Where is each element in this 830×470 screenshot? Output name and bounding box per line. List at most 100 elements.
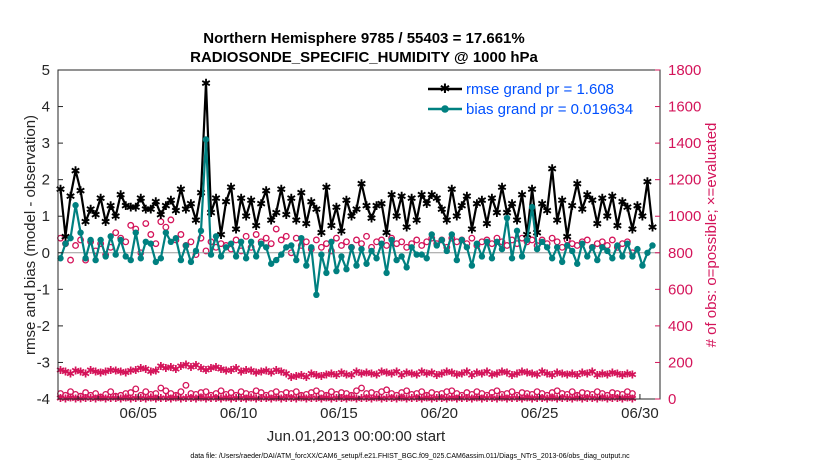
evaluated-point: ✱ (191, 359, 200, 372)
possible-point (317, 243, 325, 251)
bias-point (443, 247, 450, 255)
bias-point (338, 253, 345, 260)
evaluated-point: ✱ (352, 366, 361, 379)
evaluated-point: ✱ (507, 369, 516, 382)
possible-point (72, 242, 80, 249)
evaluated-point: ✱ (186, 361, 195, 374)
evaluated-point: ✱ (106, 364, 115, 377)
y-tick-label-right: 400 (668, 318, 693, 335)
evaluated-point: ✱ (272, 364, 281, 377)
possible-point (528, 390, 536, 398)
rmse-point: ✱ (392, 210, 402, 224)
rmse-point: ✱ (221, 195, 231, 209)
rmse-point: ✱ (617, 195, 627, 209)
rmse-point: ✱ (171, 204, 181, 218)
bias-point (483, 238, 491, 246)
bias-point (278, 251, 285, 258)
rmse-point: ✱ (377, 197, 387, 211)
evaluated-point: ✱ (146, 366, 155, 379)
bias-point (423, 255, 430, 262)
rmse-point: ✱ (597, 191, 607, 205)
evaluated-point: ✱ (262, 365, 271, 378)
y-tick-label-left: -4 (37, 391, 50, 408)
possible-point (483, 391, 491, 399)
bias-point (468, 262, 476, 269)
rmse-point: ✱ (106, 199, 116, 213)
rmse-point: ✱ (76, 184, 86, 198)
rmse-point: ✱ (482, 217, 492, 231)
possible-point (553, 387, 561, 395)
bias-point (383, 269, 390, 277)
evaluated-point: ✱ (372, 368, 381, 381)
possible-point (162, 223, 170, 231)
rmse-point: ✱ (131, 201, 141, 215)
bias-point (358, 245, 365, 253)
bias-point (268, 260, 275, 267)
bias-point (458, 236, 466, 244)
evaluated-point: ✱ (608, 366, 617, 379)
possible-point (573, 391, 581, 399)
evaluated-point: ✱ (417, 366, 426, 379)
evaluated-point: ✱ (558, 392, 567, 405)
rmse-point: ✱ (462, 190, 472, 204)
evaluated-point: ✱ (221, 392, 230, 405)
rmse-point: ✱ (442, 213, 452, 227)
bias-point (408, 244, 415, 251)
possible-point (62, 391, 69, 399)
possible-point (322, 391, 330, 399)
evaluated-point: ✱ (532, 392, 541, 405)
bias-point (57, 255, 64, 262)
bias-point (293, 256, 300, 264)
bias-point (348, 244, 355, 251)
rmse-point: ✱ (346, 210, 356, 224)
bias-point (569, 247, 576, 255)
rmse-point: ✱ (60, 230, 70, 244)
bias-point (393, 256, 400, 264)
possible-point (493, 387, 501, 395)
evaluated-point: ✱ (176, 360, 185, 373)
bias-point (388, 236, 395, 244)
rmse-point: ✱ (507, 197, 517, 211)
possible-point (242, 232, 250, 240)
bias-point (528, 203, 536, 211)
bias-point (518, 253, 526, 260)
rmse-point: ✱ (356, 177, 366, 191)
possible-point (458, 391, 466, 399)
evaluated-point: ✱ (247, 392, 256, 405)
evaluated-point: ✱ (171, 392, 180, 405)
bias-point (147, 240, 155, 247)
bias-point (313, 291, 320, 299)
rmse-point: ✱ (552, 213, 562, 227)
bias-point (413, 251, 420, 258)
y-tick-label-right: 0 (668, 391, 676, 408)
rmse-point: ✱ (497, 180, 507, 194)
evaluated-point: ✱ (362, 366, 371, 379)
evaluated-point: ✱ (447, 366, 456, 379)
bias-point (553, 244, 561, 251)
possible-point (327, 388, 335, 396)
evaluated-point: ✱ (347, 369, 356, 382)
bias-point (112, 251, 119, 258)
evaluated-point: ✱ (66, 392, 75, 405)
bias-point (192, 247, 200, 255)
evaluated-point: ✱ (282, 367, 291, 380)
evaluated-point: ✱ (623, 367, 632, 380)
evaluated-point: ✱ (537, 366, 546, 379)
evaluated-point: ✱ (337, 366, 346, 379)
evaluated-point: ✱ (457, 367, 466, 380)
x-tick-label: 06/20 (420, 405, 458, 422)
bias-point (82, 255, 89, 262)
evaluated-point: ✱ (487, 368, 496, 381)
rmse-point: ✱ (502, 206, 512, 220)
bias-point (543, 244, 551, 251)
rmse-point: ✱ (211, 191, 221, 205)
possible-point (628, 390, 636, 397)
evaluated-point: ✱ (462, 366, 471, 379)
axes-layer: -4 -3 -2 -1 0 1 2 3 4 5 0 200 400 600 800 1000 1200 1400 1… (37, 62, 702, 422)
evaluated-point: ✱ (347, 392, 356, 405)
rmse-point: ✱ (111, 210, 121, 224)
rmse-point: ✱ (181, 202, 191, 216)
rmse-point: ✱ (587, 193, 597, 207)
evaluated-point: ✱ (432, 369, 441, 382)
bias-point (182, 242, 190, 249)
